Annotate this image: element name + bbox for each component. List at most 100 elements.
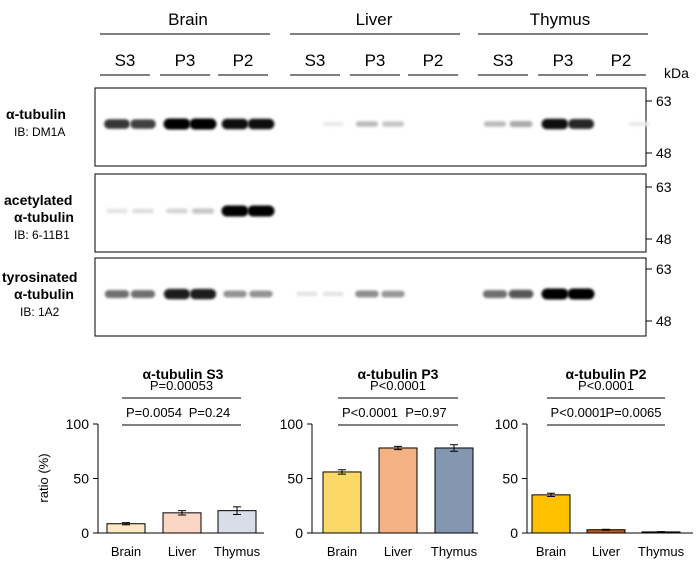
p-value-label: P=0.24	[189, 405, 231, 420]
p-value-label: P=0.0065	[605, 405, 661, 420]
blot-band	[221, 118, 249, 130]
blot-band	[104, 290, 130, 298]
p-value-label: P=0.97	[405, 405, 447, 420]
category-label: Brain	[111, 544, 141, 559]
blot-band	[382, 121, 405, 127]
blot-band	[508, 289, 534, 299]
tissue-label-brain: Brain	[168, 10, 208, 29]
bar-liver	[162, 512, 202, 534]
bar-thymus	[434, 447, 474, 534]
blot-band	[355, 121, 379, 127]
y-tick-label: 100	[495, 416, 519, 432]
tissue-label-liver: Liver	[356, 10, 393, 29]
blot-band	[132, 208, 154, 214]
y-tick-label: 100	[66, 416, 90, 432]
blot-band	[628, 121, 650, 127]
y-tick-label: 50	[73, 471, 89, 487]
blot-band	[567, 288, 595, 300]
p-value-label: P<0.0001	[342, 405, 398, 420]
chart-title: α-tubulin P2	[566, 366, 647, 382]
blot-band	[130, 119, 156, 129]
p-value-label: P=0.00053	[150, 378, 213, 393]
blot-header: Brain Liver Thymus S3 P3 P2 S3 P3 P2 S3 …	[100, 10, 689, 81]
p-value-label: P<0.0001	[578, 378, 634, 393]
category-label: Thymus	[431, 544, 478, 559]
y-tick-label: 100	[280, 416, 304, 432]
panel-title-line-1: acetylated	[4, 192, 72, 208]
category-label: Liver	[592, 544, 621, 559]
blot-band	[541, 288, 569, 300]
marker-48: 48	[656, 145, 672, 161]
bar-liver	[378, 447, 418, 534]
kda-label: kDa	[664, 65, 689, 81]
p-value-label: P<0.0001	[370, 378, 426, 393]
y-tick-label: 50	[287, 471, 303, 487]
blot-band	[223, 290, 247, 298]
fraction-label-brain-p3: P3	[175, 51, 196, 70]
category-label: Liver	[384, 544, 413, 559]
band-row	[104, 118, 650, 130]
marker-48: 48	[656, 231, 672, 247]
panel-title-line-1: tyrosinated	[2, 269, 77, 285]
panel-ib-label: IB: DM1A	[14, 125, 65, 139]
chart-title: α-tubulin S3	[143, 366, 224, 382]
category-label: Brain	[327, 544, 357, 559]
bar-chart-p2: α-tubulin P2 0 50 100 Brain Liver Thymus P<0.00…	[495, 366, 693, 559]
tissue-label-thymus: Thymus	[530, 10, 590, 29]
blot-band	[104, 119, 130, 129]
marker-48: 48	[656, 313, 672, 329]
panel-ib-label: IB: 6-11B1	[14, 228, 70, 242]
y-tick-label: 0	[81, 525, 89, 541]
panel-ib-label: IB: 1A2	[20, 305, 60, 319]
blot-band	[106, 208, 128, 214]
blot-band	[381, 290, 405, 298]
chart-title: α-tubulin P3	[358, 366, 439, 382]
blot-band	[192, 208, 215, 214]
category-label: Liver	[168, 544, 197, 559]
bar-chart-p3: α-tubulin P3 0 50 100 Brain Liver Thymus P<0.00…	[280, 366, 478, 559]
fraction-label-thymus-s3: S3	[493, 51, 514, 70]
fraction-label-thymus-p2: P2	[611, 51, 632, 70]
blot-panel-6-11b1: acetylated α-tubulin IB: 6-11B1 63 48	[4, 173, 672, 253]
blot-band	[322, 121, 344, 127]
panel-title-line-2: α-tubulin	[14, 209, 74, 225]
blot-band	[163, 288, 191, 300]
blot-band	[189, 288, 217, 300]
bar-brain	[531, 494, 571, 534]
blot-band	[483, 121, 507, 127]
fraction-label-brain-p2: P2	[233, 51, 254, 70]
blot-band	[322, 291, 344, 297]
fraction-label-thymus-p3: P3	[553, 51, 574, 70]
fraction-label-liver-p3: P3	[365, 51, 386, 70]
category-label: Brain	[536, 544, 566, 559]
fraction-label-liver-s3: S3	[305, 51, 326, 70]
fraction-label-brain-s3: S3	[115, 51, 136, 70]
marker-63: 63	[656, 93, 672, 109]
blot-band	[221, 205, 249, 217]
band-row	[106, 205, 275, 217]
blot-band	[249, 290, 273, 298]
p-value-label: P<0.0001	[550, 405, 606, 420]
blot-panel-1a2: tyrosinated α-tubulin IB: 1A2 63 48	[2, 257, 672, 337]
blot-band	[482, 290, 508, 298]
category-label: Thymus	[214, 544, 261, 559]
blot-band	[509, 121, 533, 128]
panel-title-line-2: α-tubulin	[14, 286, 74, 302]
blot-band	[296, 291, 318, 297]
y-axis-label: ratio (%)	[36, 453, 51, 502]
band-row	[104, 288, 595, 300]
marker-63: 63	[656, 179, 672, 195]
category-label: Thymus	[638, 544, 685, 559]
fraction-label-liver-p2: P2	[423, 51, 444, 70]
blot-band	[247, 205, 275, 217]
y-tick-label: 0	[510, 525, 518, 541]
panel-title-line-1: α-tubulin	[6, 106, 66, 122]
bar-chart-s3: α-tubulin S3 0 50 100 ratio (%) Brain Liver Thy…	[36, 366, 264, 559]
blot-band	[247, 118, 275, 130]
bar-brain	[322, 471, 362, 534]
blot-band	[541, 118, 569, 130]
blot-band	[568, 119, 595, 129]
y-tick-label: 50	[502, 471, 518, 487]
p-value-label: P=0.0054	[126, 405, 182, 420]
